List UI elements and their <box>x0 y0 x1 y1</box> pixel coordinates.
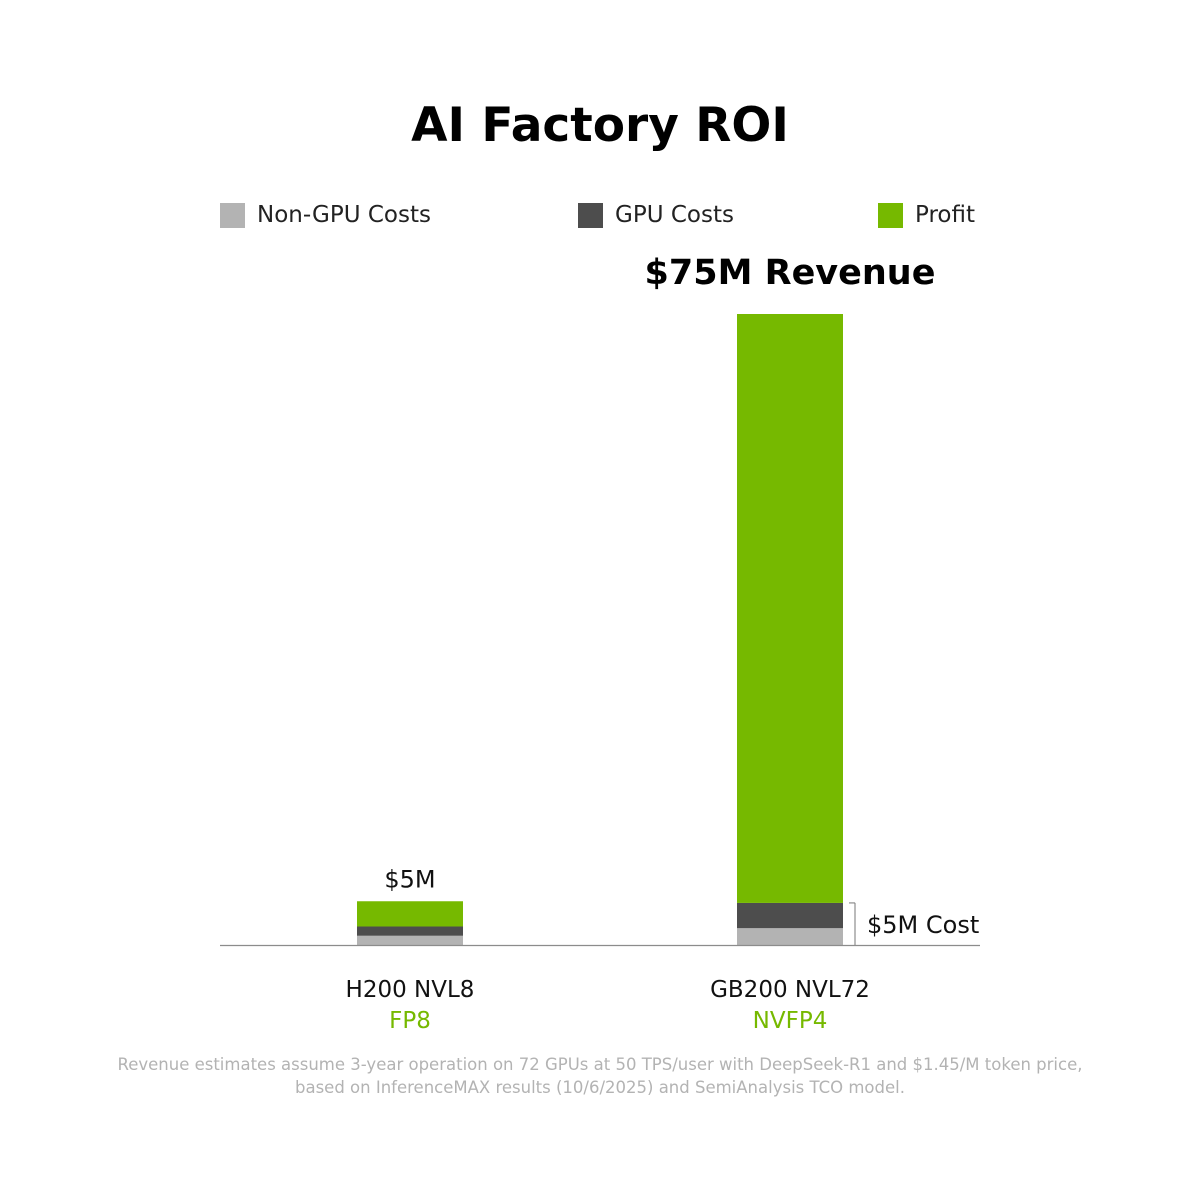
legend-label-non-gpu: Non-GPU Costs <box>257 202 431 228</box>
legend-swatch-profit <box>878 202 903 228</box>
legend-item-gpu-costs: GPU Costs <box>578 201 734 229</box>
bar-segment-profit-2 <box>737 314 843 903</box>
bar-total-label-1: $5M <box>384 865 435 893</box>
bar-segment-gpu-1 <box>357 926 463 936</box>
category-sublabel-1: FP8 <box>389 1008 431 1034</box>
category-sublabel-2: NVFP4 <box>753 1008 828 1034</box>
footnote: Revenue estimates assume 3-year operatio… <box>0 1053 1200 1099</box>
cost-bracket-label: $5M Cost <box>867 911 979 939</box>
bar-total-label-2: $75M Revenue <box>645 253 936 293</box>
footnote-line-1: Revenue estimates assume 3-year operatio… <box>117 1055 1083 1074</box>
chart-title: AI Factory ROI <box>411 98 789 153</box>
legend-label-profit: Profit <box>915 202 975 228</box>
category-label-2: GB200 NVL72 <box>710 977 870 1003</box>
bar-segment-profit-1 <box>357 901 463 927</box>
legend-swatch-gpu <box>578 202 603 228</box>
bar-segment-non-gpu-1 <box>357 935 463 945</box>
bar-segment-non-gpu-2 <box>737 928 843 945</box>
footnote-line-2: based on InferenceMAX results (10/6/2025… <box>295 1078 905 1097</box>
legend-item-non-gpu-costs: Non-GPU Costs <box>220 201 431 229</box>
legend-item-profit: Profit <box>878 201 975 229</box>
legend-swatch-non-gpu <box>220 202 245 228</box>
category-label-1: H200 NVL8 <box>346 977 475 1003</box>
bar-segment-gpu-2 <box>737 902 843 929</box>
legend-label-gpu: GPU Costs <box>615 202 734 228</box>
